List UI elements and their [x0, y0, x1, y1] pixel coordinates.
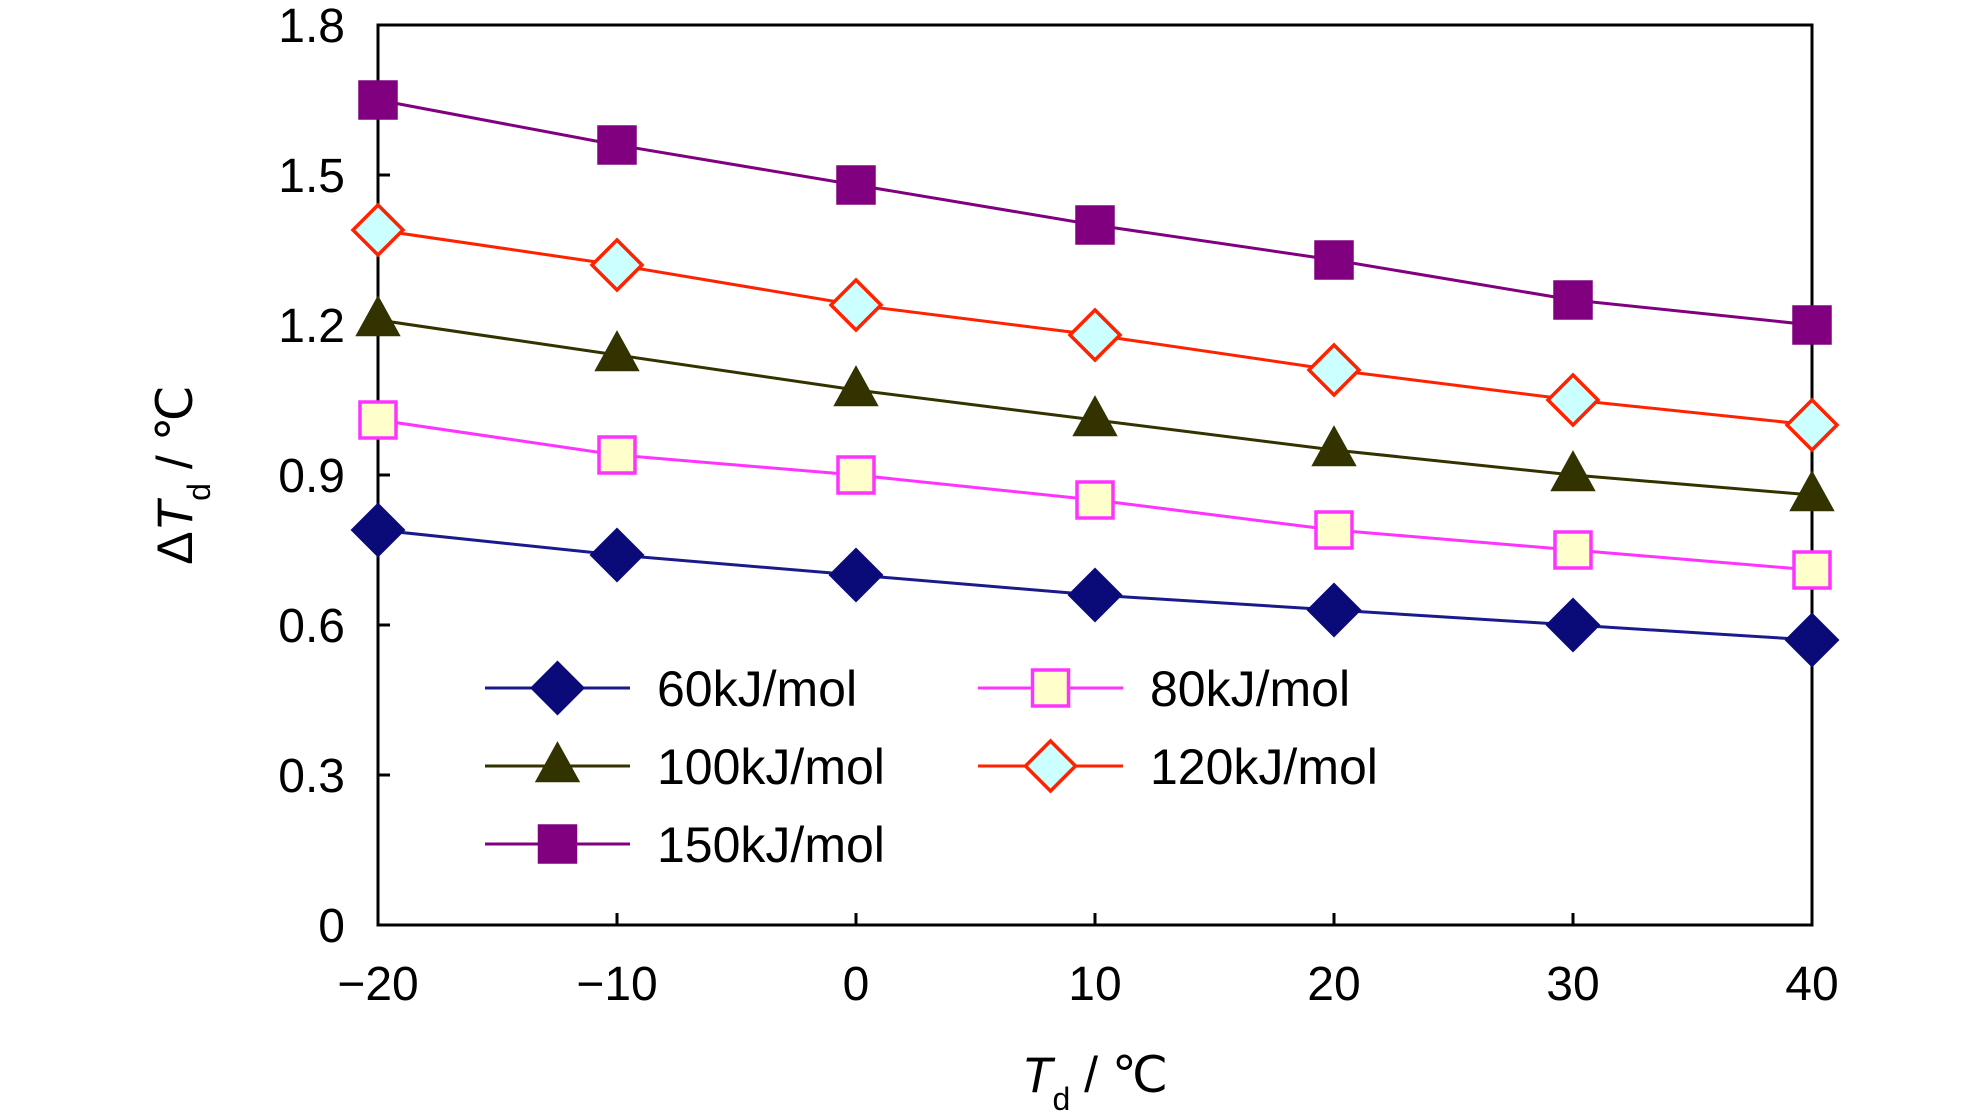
data-point: [836, 165, 876, 205]
legend-marker: [537, 824, 578, 864]
legend-label: 120kJ/mol: [1150, 739, 1378, 795]
data-point: [589, 527, 645, 583]
data-point: [350, 202, 406, 258]
data-point: [1067, 307, 1123, 363]
legend-item: 150kJ/mol: [485, 817, 885, 873]
data-point: [1067, 567, 1123, 623]
data-point: [833, 365, 879, 407]
data-point: [1545, 372, 1601, 428]
data-point: [355, 295, 401, 337]
data-point: [1553, 280, 1593, 320]
data-point: [1553, 530, 1593, 570]
legend-item: 80kJ/mol: [978, 661, 1350, 717]
plot-area: [376, 23, 1814, 927]
legend-label: 80kJ/mol: [1150, 661, 1350, 717]
x-axis-title: Td / ℃: [1022, 1047, 1168, 1115]
data-point: [1075, 480, 1115, 520]
y-tick-label: 0.3: [278, 750, 345, 803]
y-tick-label: 1.2: [278, 300, 345, 353]
data-point: [1306, 342, 1362, 398]
x-tick-label: 20: [1307, 958, 1360, 1011]
data-point: [589, 237, 645, 293]
data-point: [1789, 470, 1835, 512]
legend: 60kJ/mol 80kJ/mol 100kJ/mol 120kJ/mol 150kJ/…: [485, 660, 1378, 873]
legend-label: 100kJ/mol: [657, 739, 885, 795]
data-point: [597, 125, 637, 165]
series-markers: [350, 80, 1840, 668]
data-point: [1784, 612, 1840, 668]
data-point: [1314, 510, 1354, 550]
y-tick-label: 0.9: [278, 450, 345, 503]
y-axis: 0 0.3 0.6 0.9 1.2 1.5 1.8: [278, 0, 390, 953]
y-tick-label: 0.6: [278, 600, 345, 653]
data-point: [358, 80, 398, 120]
data-point: [1075, 205, 1115, 245]
data-point: [1072, 395, 1118, 437]
x-axis: −20 −10 0 10 20 30 40: [337, 913, 1839, 1011]
x-tick-label: 30: [1546, 958, 1599, 1011]
x-tick-label: −20: [337, 958, 418, 1011]
data-point: [1311, 425, 1357, 467]
x-tick-label: −10: [576, 958, 657, 1011]
data-point: [1550, 450, 1596, 492]
data-point: [597, 435, 637, 475]
data-point: [358, 400, 398, 440]
data-point: [1306, 582, 1362, 638]
data-point: [1545, 597, 1601, 653]
legend-item: 100kJ/mol: [485, 739, 885, 795]
data-point: [1784, 397, 1840, 453]
x-tick-label: 0: [843, 958, 870, 1011]
legend-marker: [530, 660, 585, 716]
data-point: [828, 547, 884, 603]
legend-marker: [1030, 668, 1071, 708]
legend-item: 120kJ/mol: [978, 738, 1378, 795]
y-axis-title: ΔTd / ℃: [147, 385, 217, 565]
x-tick-label: 40: [1785, 958, 1838, 1011]
data-point: [594, 330, 640, 372]
legend-marker: [534, 741, 581, 783]
data-point: [828, 277, 884, 333]
x-tick-label: 10: [1068, 958, 1121, 1011]
y-tick-label: 1.5: [278, 150, 345, 203]
legend-item: 60kJ/mol: [485, 660, 857, 717]
data-point: [1792, 550, 1832, 590]
y-tick-label: 1.8: [278, 0, 345, 53]
data-point: [1792, 305, 1832, 345]
series-lines: [377, 98, 1813, 642]
legend-label: 60kJ/mol: [657, 661, 857, 717]
data-point: [836, 455, 876, 495]
legend-label: 150kJ/mol: [657, 817, 885, 873]
legend-marker: [1023, 738, 1078, 794]
data-point: [350, 502, 406, 558]
data-point: [1314, 240, 1354, 280]
y-tick-label: 0: [318, 900, 345, 953]
